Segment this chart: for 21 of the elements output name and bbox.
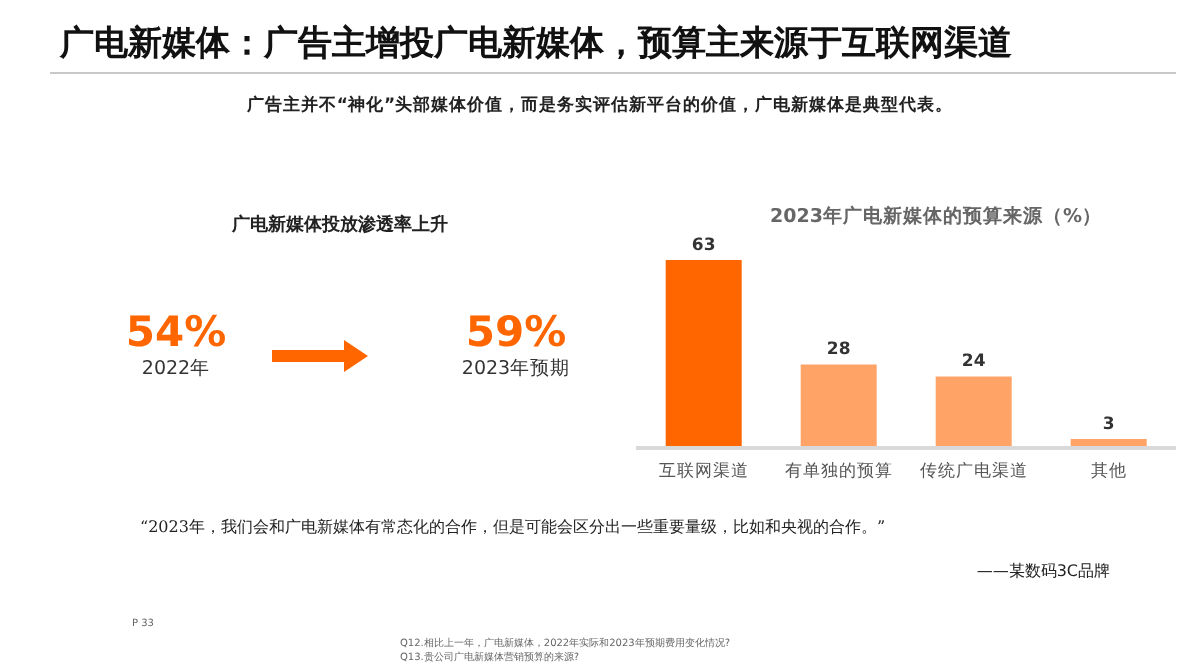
x-tick-label: 有单独的预算 bbox=[784, 460, 893, 483]
bar bbox=[800, 364, 877, 448]
x-tick-label: 互联网渠道 bbox=[658, 460, 749, 483]
text: “2023年，我们会和广电新媒体有常态化的合作，但是可能会区分出一些重要量级，比如和央视的合作。” bbox=[140, 516, 886, 538]
category-label: 2023年预期 bbox=[459, 356, 573, 382]
data-label: 3 bbox=[1102, 415, 1115, 436]
category-label: 2022年 bbox=[139, 356, 213, 382]
data-label: 59% bbox=[463, 308, 569, 356]
data-label: 54% bbox=[123, 308, 229, 356]
bar bbox=[935, 376, 1012, 448]
text: 广电新媒体投放渗透率上升 bbox=[230, 212, 450, 238]
bar bbox=[665, 260, 742, 448]
data-label: 63 bbox=[691, 236, 716, 256]
text: 广电新媒体：广告主增投广电新媒体，预算主来源于互联网渠道 bbox=[60, 22, 1012, 66]
text: ——某数码3C品牌 bbox=[976, 560, 1110, 582]
x-tick-label: 其他 bbox=[1090, 460, 1127, 483]
data-label: 28 bbox=[826, 340, 851, 361]
x-tick-label: 传统广电渠道 bbox=[919, 460, 1028, 483]
text: 广告主并不“神化”头部媒体价值，而是务实评估新平台的价值，广电新媒体是典型代表。 bbox=[244, 94, 956, 118]
data-label: 24 bbox=[961, 352, 986, 373]
chart-title: 2023年广电新媒体的预算来源（%） bbox=[768, 204, 1104, 230]
